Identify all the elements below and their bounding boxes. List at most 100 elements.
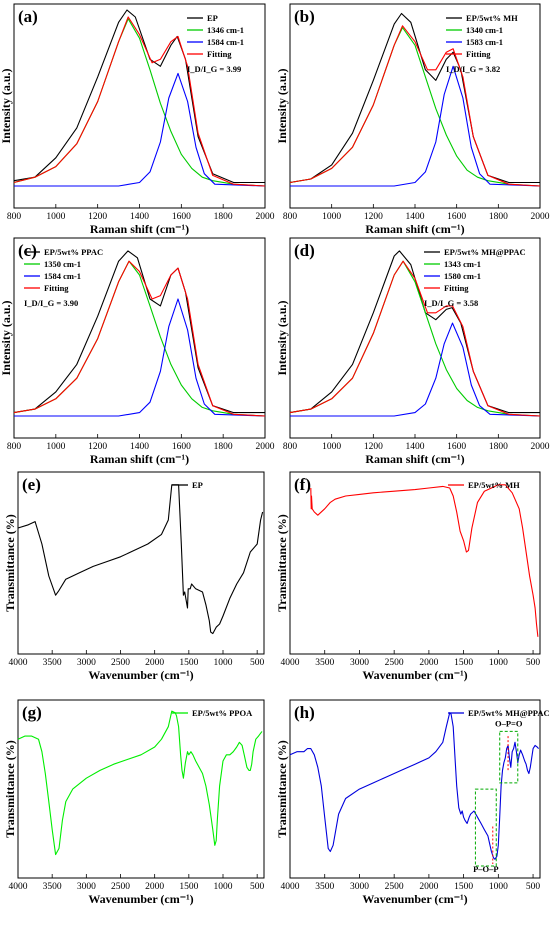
legend-label: Fitting: [207, 49, 232, 59]
legend-label: 1343 cm-1: [444, 259, 481, 269]
chart-h: 4000 3500 3000 2500 2000 1500 1000 500 Wavenumbe…: [275, 699, 550, 906]
x-tick-label: 1800: [214, 442, 233, 452]
series-line: [289, 27, 541, 187]
legend-label: EP/5wt% PPAC: [44, 247, 103, 257]
legend: EP 1346 cm-1 1584 cm-1 Fitting: [187, 13, 244, 59]
series-line: [13, 250, 265, 414]
x-tick-label: 1600: [172, 212, 191, 222]
x-tick-label: 1400: [406, 212, 425, 222]
ratio-label: I_D/I_G = 3.58: [424, 298, 478, 308]
series-line: [14, 298, 266, 417]
x-tick-label: 1600: [447, 212, 466, 222]
series-line: [290, 65, 541, 187]
panel-label: (f): [294, 475, 311, 494]
x-axis-label: Wavenumber (cm⁻¹): [362, 892, 467, 906]
series-line: [289, 250, 540, 414]
legend-label: 1584 cm-1: [207, 37, 244, 47]
legend-label: Fitting: [44, 283, 69, 293]
x-tick-label: 4000: [281, 882, 300, 892]
legend-label: EP/5wt% MH@PPAC: [444, 247, 526, 257]
series-line: [17, 484, 264, 635]
x-tick-label: 1000: [322, 442, 341, 452]
legend-label: 1584 cm-1: [44, 271, 81, 281]
panel-label: (c): [18, 241, 37, 260]
legend: EP/5wt% MH: [448, 480, 520, 490]
series-line: [289, 260, 541, 417]
chart-c: 800 1000 1200 1400 1600 1800 2000 Raman shift (…: [0, 237, 275, 466]
legend-label: 1350 cm-1: [44, 259, 81, 269]
x-tick-label: 2500: [385, 882, 404, 892]
x-tick-label: 1800: [489, 442, 508, 452]
x-tick-label: 1000: [489, 658, 508, 668]
legend-label: 1583 cm-1: [466, 37, 503, 47]
chart-a: 800 1000 1200 1400 1600 1800 2000 Raman shift (…: [0, 3, 275, 236]
x-tick-label: 2000: [145, 882, 164, 892]
series-line: [17, 710, 263, 856]
plot-frame: [289, 699, 541, 879]
y-axis-label: Intensity (a.u.): [275, 68, 289, 143]
series-line: [290, 322, 541, 417]
x-tick-label: 1500: [454, 882, 473, 892]
legend: EP: [172, 480, 203, 490]
chart-e: 4000 3500 3000 2500 2000 1500 1000 500 Wavenumbe…: [3, 471, 265, 682]
x-tick-label: 2500: [111, 882, 130, 892]
x-tick-label: 3500: [43, 882, 62, 892]
series-line: [289, 260, 541, 417]
x-tick-label: 4000: [281, 658, 300, 668]
x-tick-label: 2500: [111, 658, 130, 668]
ratio-label: I_D/I_G = 3.99: [187, 64, 241, 74]
x-tick-label: 3500: [315, 882, 334, 892]
x-tick-label: 2000: [256, 442, 275, 452]
legend-label: EP: [192, 480, 203, 490]
x-axis-label: Raman shift (cm⁻¹): [365, 222, 464, 236]
x-tick-label: 1600: [447, 442, 466, 452]
y-axis-label: Intensity (a.u.): [275, 300, 289, 375]
plot-frame: [289, 471, 541, 655]
x-tick-label: 4000: [9, 658, 28, 668]
x-tick-label: 2000: [531, 442, 550, 452]
x-tick-label: 1000: [46, 442, 65, 452]
legend: EP/5wt% MH@PPAC 1343 cm-1 1580 cm-1 Fitting: [424, 247, 526, 293]
x-axis-label: Raman shift (cm⁻¹): [90, 222, 189, 236]
x-tick-label: 1200: [364, 212, 383, 222]
panel-label: (a): [18, 7, 38, 26]
x-tick-label: 2500: [385, 658, 404, 668]
chart-f: 4000 3500 3000 2500 2000 1500 1000 500 Wavenumbe…: [275, 471, 541, 682]
panel-label: (b): [294, 7, 315, 26]
y-axis-label: Intensity (a.u.): [0, 300, 13, 375]
x-tick-label: 1200: [88, 442, 107, 452]
legend-label: EP/5wt% MH: [468, 480, 520, 490]
legend-label: 1346 cm-1: [207, 25, 244, 35]
legend-label: EP/5wt% MH: [466, 13, 518, 23]
x-tick-label: 1500: [179, 658, 198, 668]
panel-label: (e): [22, 475, 41, 494]
x-tick-label: 500: [526, 658, 541, 668]
plot-frame: [17, 471, 265, 655]
legend-label: Fitting: [444, 283, 469, 293]
y-axis-label: Intensity (a.u.): [0, 68, 13, 143]
x-tick-label: 500: [526, 882, 541, 892]
x-tick-label: 800: [7, 212, 22, 222]
ratio-label: I_D/I_G = 3.82: [446, 64, 500, 74]
x-tick-label: 2000: [256, 212, 275, 222]
y-axis-label: Transmittance (%): [3, 514, 17, 611]
x-tick-label: 1400: [130, 212, 149, 222]
legend-label: EP/5wt% PPOA: [192, 708, 253, 718]
x-tick-label: 3000: [350, 658, 369, 668]
legend-label: 1580 cm-1: [444, 271, 481, 281]
series-line: [289, 712, 540, 860]
x-tick-label: 1200: [88, 212, 107, 222]
panel-label: (g): [22, 703, 42, 722]
x-axis-label: Wavenumber (cm⁻¹): [88, 668, 193, 682]
x-tick-label: 1400: [406, 442, 425, 452]
series-line: [289, 25, 541, 187]
x-tick-label: 1000: [46, 212, 65, 222]
plot-frame: [289, 237, 541, 439]
panel-label: (d): [294, 241, 315, 260]
x-tick-label: 500: [250, 882, 265, 892]
x-tick-label: 1000: [214, 658, 233, 668]
legend-label: EP: [207, 13, 218, 23]
legend: EP/5wt% MH 1340 cm-1 1583 cm-1 Fitting: [446, 13, 518, 59]
series-line: [13, 260, 266, 417]
x-tick-label: 500: [250, 658, 265, 668]
